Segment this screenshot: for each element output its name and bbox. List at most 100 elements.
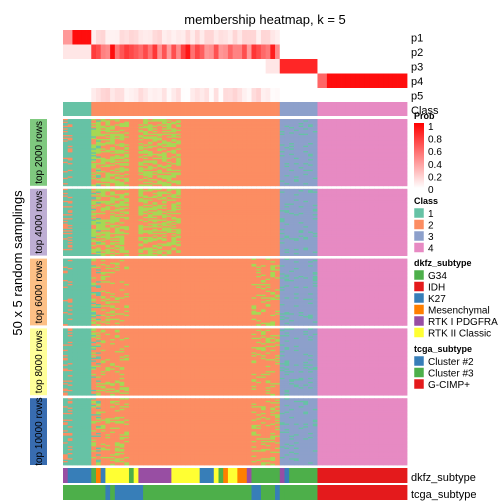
prob-cell [378,44,384,59]
class-cell [312,102,318,116]
prob-cell [190,30,196,45]
prob-cell [100,44,106,59]
annotation-row-label: dkfz_subtype [411,472,476,484]
prob-cell [265,73,271,88]
prob-cell [242,30,248,45]
prob-cell [237,59,243,74]
prob-cell [157,30,163,45]
prob-cell [100,73,106,88]
prob-cell [227,44,234,59]
prob-cell [298,59,304,74]
prob-cell [213,73,219,88]
class-cell [152,102,158,116]
class-cell [105,102,111,116]
prob-cell [317,44,323,59]
prob-cell [312,30,318,45]
row-group-bar [30,119,47,186]
row-group-bar [30,398,47,465]
class-cell [86,102,92,116]
prob-cell [242,73,248,88]
prob-cell [232,88,238,103]
prob-cell [119,44,125,59]
prob-cell [213,59,219,74]
legend-item-label: 3 [428,232,434,243]
annotation-segment [91,468,97,483]
class-cell [194,102,201,116]
prob-cell [369,59,375,74]
class-cell [133,102,139,116]
annotation-segment [133,468,139,483]
annotation-segment [105,468,130,483]
legend-swatch [413,315,425,327]
prob-cell [218,44,224,59]
prob-cell [171,30,177,45]
class-cell [190,102,196,116]
prob-cell [378,73,384,88]
prob-cell [67,44,73,59]
prob-cell [275,44,281,59]
prob-cell [270,44,276,59]
prob-cell [227,30,234,45]
prob-cell [256,44,262,59]
prob-cell [209,44,215,59]
legend-swatch [413,269,425,281]
legend-swatch [413,378,425,390]
class-cell [72,102,78,116]
prob-cell [402,30,408,45]
prob-cell [242,88,248,103]
prob-cell [77,88,83,103]
class-cell [128,102,135,116]
class-cell [91,102,97,116]
prob-cell [171,44,177,59]
prob-cell [147,88,153,103]
annotation-segment [317,485,408,500]
prob-cell [218,59,224,74]
prob-cell [171,73,177,88]
prob-cell [227,59,234,74]
prob-cell [336,88,342,103]
prob-cell [147,73,153,88]
prob-cell [312,44,318,59]
class-cell [270,102,276,116]
legend-item-label: IDH [428,283,445,294]
class-cell [67,102,73,116]
prob-cell [355,88,361,103]
prob-cell [270,59,276,74]
prob-cell [336,73,342,88]
prob-cell [152,59,158,74]
prob-cell [293,44,300,59]
prob-cell [242,59,248,74]
prob-cell [350,88,356,103]
prob-cell [317,73,323,88]
prob-cell [251,88,257,103]
annotation-segment [105,485,111,500]
prob-cell [86,88,92,103]
prob-cell [279,73,285,88]
prob-cell [105,59,111,74]
class-cell [199,102,205,116]
prob-cell [77,30,83,45]
prob-cell [303,30,309,45]
prob-cell [124,30,130,45]
prob-cell [95,30,102,45]
prob-cell [157,88,163,103]
class-cell [364,102,370,116]
annotation-segment [279,468,285,483]
prob-cell [128,44,135,59]
prob-cell [194,30,201,45]
class-cell [95,102,102,116]
prob-cell [110,44,116,59]
prob-cell [157,44,163,59]
prob-cell [279,59,285,74]
class-cell [293,102,300,116]
annotation-segment [251,485,262,500]
prob-cell [341,44,347,59]
prob-cell [397,30,403,45]
prob-cell [397,59,403,74]
prob-cell [303,44,309,59]
class-cell [355,102,361,116]
prob-cell [218,88,224,103]
class-cell [161,102,168,116]
prob-cell [63,30,69,45]
prob-cell [185,44,191,59]
